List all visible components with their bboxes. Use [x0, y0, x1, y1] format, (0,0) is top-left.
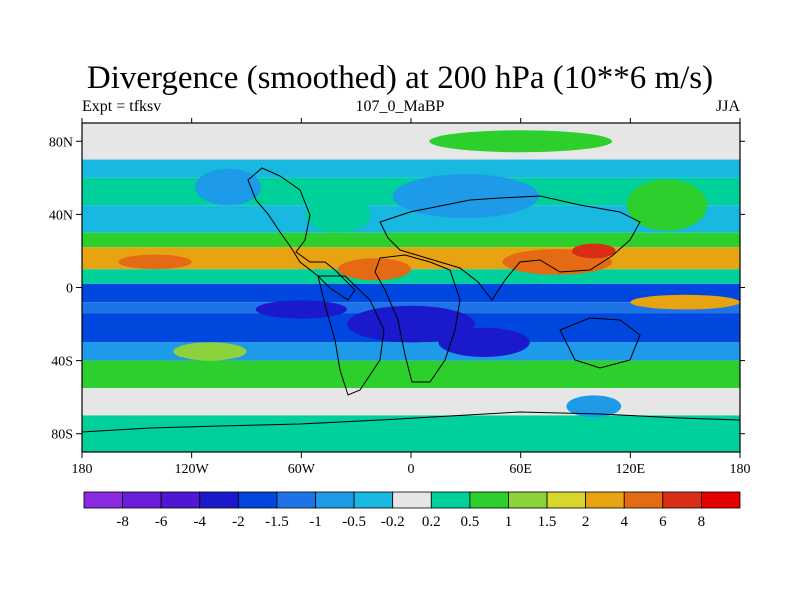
- coastline: [559, 317, 641, 369]
- field-region: [438, 327, 530, 357]
- x-tick-label: 120E: [616, 462, 646, 477]
- y-tick-label: 80N: [49, 135, 73, 150]
- field-region: [626, 179, 708, 231]
- season-label: JJA: [715, 98, 740, 115]
- y-tick-label: 40N: [49, 208, 73, 223]
- field-band: [82, 269, 740, 284]
- coastline: [379, 195, 641, 301]
- colorbar-label: -1: [309, 514, 322, 530]
- colorbar-swatch: [701, 491, 741, 509]
- colorbar-label: 1: [505, 514, 513, 530]
- field-region: [566, 395, 622, 418]
- coastline: [247, 167, 356, 301]
- field-region: [118, 254, 192, 270]
- colorbar-swatch: [430, 491, 471, 509]
- field-region: [571, 243, 616, 259]
- field-band: [82, 232, 740, 248]
- colorbar-label: -8: [116, 514, 129, 530]
- field-region: [173, 342, 247, 361]
- colorbar-label: -4: [194, 514, 207, 530]
- field-region: [347, 305, 475, 343]
- field-band: [82, 123, 740, 160]
- colorbar-swatch: [623, 491, 664, 509]
- colorbar-label: 2: [582, 514, 590, 530]
- y-tick-label: 40S: [51, 355, 73, 370]
- colorbar-swatch: [392, 491, 432, 509]
- x-tick-label: 180: [72, 462, 93, 477]
- x-tick-label: 60W: [288, 462, 316, 477]
- colorbar-label: 6: [659, 514, 667, 530]
- field-band: [82, 388, 740, 416]
- colorbar-swatch: [662, 491, 702, 509]
- colorbar-label: 8: [698, 514, 706, 530]
- experiment-label: Expt = tfksv: [82, 98, 162, 115]
- colorbar-swatch: [546, 491, 587, 509]
- colorbar-label: 4: [620, 514, 628, 530]
- y-tick-label: 80S: [51, 428, 73, 443]
- colorbar-swatch: [315, 491, 355, 509]
- x-tick-label: 120W: [175, 462, 210, 477]
- field-region: [195, 168, 262, 206]
- colorbar-label: -6: [155, 514, 168, 530]
- colorbar-swatch: [199, 491, 239, 509]
- colorbar-label: -0.2: [381, 514, 405, 530]
- field-band: [82, 159, 740, 178]
- colorbar-swatch: [83, 491, 123, 509]
- y-tick-label: 0: [66, 282, 73, 297]
- colorbar-swatch: [508, 491, 548, 509]
- x-tick-label: 60E: [509, 462, 532, 477]
- field-region: [630, 294, 740, 310]
- colorbar-swatch: [237, 491, 278, 509]
- field-region: [337, 258, 412, 281]
- field-region: [429, 130, 613, 153]
- colorbar-swatch: [160, 491, 201, 509]
- colorbar-swatch: [122, 491, 162, 509]
- field-band: [82, 283, 740, 303]
- colorbar-swatch: [585, 491, 625, 509]
- colorbar-label: 0.5: [461, 514, 480, 530]
- coastline: [317, 275, 385, 396]
- colorbar-label: 0.2: [422, 514, 441, 530]
- field-band: [82, 415, 740, 452]
- field-band: [82, 342, 740, 361]
- colorbar-label: -0.5: [342, 514, 366, 530]
- x-tick-label: 180: [730, 462, 751, 477]
- x-tick-label: 0: [408, 462, 415, 477]
- chart-title: Divergence (smoothed) at 200 hPa (10**6 …: [86, 60, 714, 96]
- colorbar-swatch: [353, 491, 394, 509]
- coastline: [374, 254, 461, 383]
- colorbar-label: -2: [232, 514, 245, 530]
- field-region: [255, 300, 348, 319]
- colorbar-swatch: [469, 491, 509, 509]
- colorbar-label: 1.5: [538, 514, 557, 530]
- coastline: [82, 411, 740, 433]
- field-band: [82, 360, 740, 389]
- field-region: [304, 196, 371, 233]
- colorbar-swatch: [276, 491, 316, 509]
- colorbar-label: -1.5: [265, 514, 289, 530]
- time-label: 107_0_MaBP: [355, 98, 445, 115]
- field-region: [392, 174, 539, 219]
